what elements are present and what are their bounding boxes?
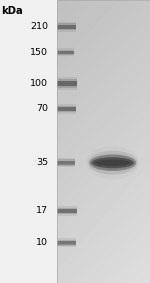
Text: 10: 10: [36, 238, 48, 247]
Bar: [57, 241, 76, 244]
Ellipse shape: [88, 151, 138, 175]
Bar: [57, 104, 76, 114]
Bar: [57, 209, 76, 213]
Bar: [57, 241, 76, 245]
Bar: [57, 81, 77, 86]
Bar: [57, 107, 76, 111]
Bar: [57, 22, 76, 32]
Bar: [57, 79, 77, 88]
Bar: [57, 161, 75, 165]
Bar: [57, 206, 76, 216]
Text: 100: 100: [30, 79, 48, 88]
Text: 35: 35: [36, 158, 48, 167]
Ellipse shape: [86, 146, 140, 179]
Bar: [57, 158, 75, 168]
Text: 150: 150: [30, 48, 48, 57]
Bar: [57, 81, 77, 86]
Bar: [57, 107, 76, 111]
Bar: [57, 23, 76, 30]
Bar: [57, 240, 76, 246]
Bar: [57, 25, 76, 29]
Bar: [57, 50, 74, 55]
Bar: [57, 160, 75, 166]
Bar: [57, 25, 76, 29]
Ellipse shape: [92, 157, 134, 168]
Ellipse shape: [95, 160, 130, 166]
Bar: [57, 209, 76, 213]
Bar: [57, 0, 150, 283]
Text: 210: 210: [30, 22, 48, 31]
Text: kDa: kDa: [2, 6, 23, 16]
Ellipse shape: [90, 155, 136, 171]
Text: 70: 70: [36, 104, 48, 113]
Bar: [57, 208, 76, 214]
Bar: [57, 51, 74, 54]
Bar: [57, 161, 75, 164]
Text: 17: 17: [36, 206, 48, 215]
Bar: [57, 239, 76, 247]
Bar: [57, 106, 76, 112]
Bar: [57, 51, 74, 54]
Bar: [57, 48, 74, 56]
Bar: [57, 77, 77, 90]
